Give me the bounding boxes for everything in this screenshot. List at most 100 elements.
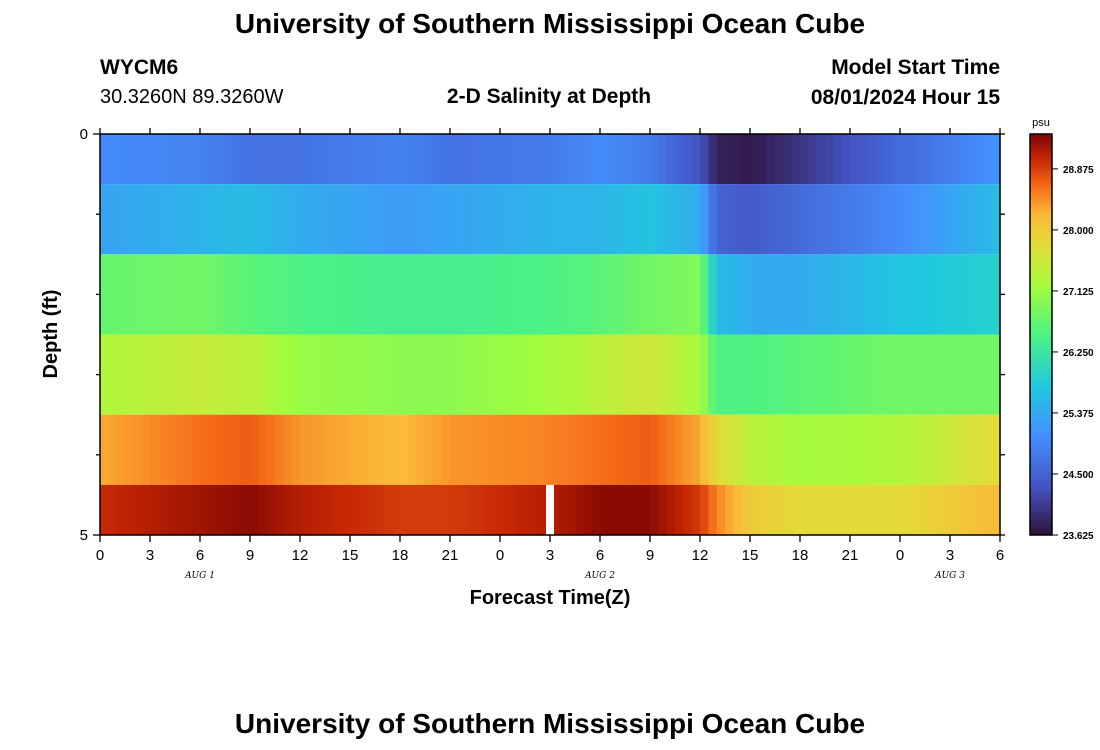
x-tick-label: 9	[646, 547, 654, 564]
heatmap-cell	[966, 134, 976, 185]
heatmap-cell	[491, 184, 501, 255]
heatmap-cell	[741, 254, 751, 335]
heatmap-cell	[850, 334, 859, 415]
heatmap-cell	[608, 184, 618, 255]
heatmap-cell	[950, 334, 959, 415]
heatmap-cell	[266, 414, 276, 485]
heatmap-cell	[325, 484, 334, 536]
heatmap-cell	[375, 414, 384, 485]
heatmap-cell	[333, 184, 343, 255]
heatmap-cell	[891, 184, 901, 255]
heatmap-cell	[433, 184, 443, 255]
heatmap-cell	[875, 414, 884, 485]
heatmap-cell	[341, 414, 351, 485]
heatmap-cell	[116, 184, 126, 255]
x-tick-label: 21	[842, 547, 859, 564]
heatmap-cell	[358, 414, 368, 485]
heatmap-cell	[808, 484, 818, 536]
heatmap-cell	[325, 414, 334, 485]
heatmap-cell	[550, 334, 559, 415]
heatmap-cell	[883, 484, 893, 536]
heatmap-cell	[691, 334, 701, 415]
heatmap-cell	[775, 134, 784, 185]
heatmap-cell	[725, 254, 734, 335]
heatmap-cell	[675, 334, 684, 415]
heatmap-cell	[458, 334, 468, 415]
heatmap-cell	[366, 484, 376, 536]
heatmap-cell	[766, 414, 776, 485]
heatmap-cell	[550, 414, 559, 485]
heatmap-cell	[600, 134, 609, 185]
heatmap-cell	[916, 184, 926, 255]
heatmap-cell	[700, 334, 709, 415]
heatmap-cell	[225, 134, 234, 185]
heatmap-cell	[591, 184, 601, 255]
heatmap-cell	[150, 134, 159, 185]
station-id: WYCM6	[100, 56, 179, 79]
heatmap-cell	[691, 134, 701, 185]
heatmap-cell	[416, 334, 426, 415]
heatmap-cell	[250, 484, 259, 536]
heatmap-cell	[908, 484, 918, 536]
x-tick-label: 3	[546, 547, 554, 564]
heatmap-cell	[841, 134, 851, 185]
x-tick-label: 15	[342, 547, 359, 564]
heatmap-cell	[566, 184, 576, 255]
heatmap-cell	[816, 254, 826, 335]
heatmap-cell	[166, 134, 176, 185]
heatmap-cell	[941, 414, 951, 485]
heatmap-cell	[125, 484, 134, 536]
x-tick-label: 0	[896, 547, 904, 564]
heatmap-cell	[725, 184, 734, 255]
heatmap-cell	[433, 414, 443, 485]
heatmap-cell	[608, 334, 618, 415]
heatmap-cell	[266, 184, 276, 255]
heatmap-cell	[625, 334, 634, 415]
heatmap-cell	[216, 134, 226, 185]
heatmap-cell	[658, 334, 668, 415]
heatmap-cell	[241, 184, 251, 255]
heatmap-cell	[850, 184, 859, 255]
heatmap-cell	[300, 184, 309, 255]
heatmap-cell	[708, 334, 718, 415]
heatmap-cell	[133, 484, 143, 536]
heatmap-cell	[550, 484, 559, 536]
heatmap-cell	[116, 414, 126, 485]
heatmap-cell	[208, 254, 218, 335]
heatmap-cell	[583, 184, 593, 255]
heatmap-cell	[450, 134, 459, 185]
heatmap-cell	[458, 134, 468, 185]
heatmap-cell	[833, 184, 843, 255]
heatmap-cell	[333, 334, 343, 415]
heatmap-cell	[966, 254, 976, 335]
heatmap-cell	[116, 254, 126, 335]
heatmap-cell	[641, 134, 651, 185]
heatmap-cell	[958, 414, 968, 485]
heatmap-cell	[658, 184, 668, 255]
heatmap-cell	[866, 334, 876, 415]
heatmap-cell	[591, 134, 601, 185]
heatmap-cell	[291, 134, 301, 185]
date-label: AUG 3	[934, 571, 965, 581]
heatmap-cell	[916, 334, 926, 415]
heatmap-cell	[758, 484, 768, 536]
heatmap-cell	[916, 134, 926, 185]
heatmap-cell	[883, 334, 893, 415]
heatmap-cell	[558, 184, 568, 255]
heatmap-cell	[575, 334, 584, 415]
heatmap-cell	[108, 334, 118, 415]
heatmap-cell	[508, 334, 518, 415]
heatmap-cell	[416, 184, 426, 255]
heatmap-cell	[683, 334, 693, 415]
heatmap-cell	[566, 134, 576, 185]
heatmap-cell	[366, 184, 376, 255]
heatmap-cell	[966, 484, 976, 536]
heatmap-cell	[150, 484, 159, 536]
heatmap-cell	[266, 334, 276, 415]
heatmap-cell	[758, 254, 768, 335]
heatmap-cell	[208, 184, 218, 255]
heatmap-cell	[400, 184, 409, 255]
heatmap-cell	[400, 414, 409, 485]
heatmap-cell	[716, 254, 726, 335]
x-tick-label: 15	[742, 547, 759, 564]
